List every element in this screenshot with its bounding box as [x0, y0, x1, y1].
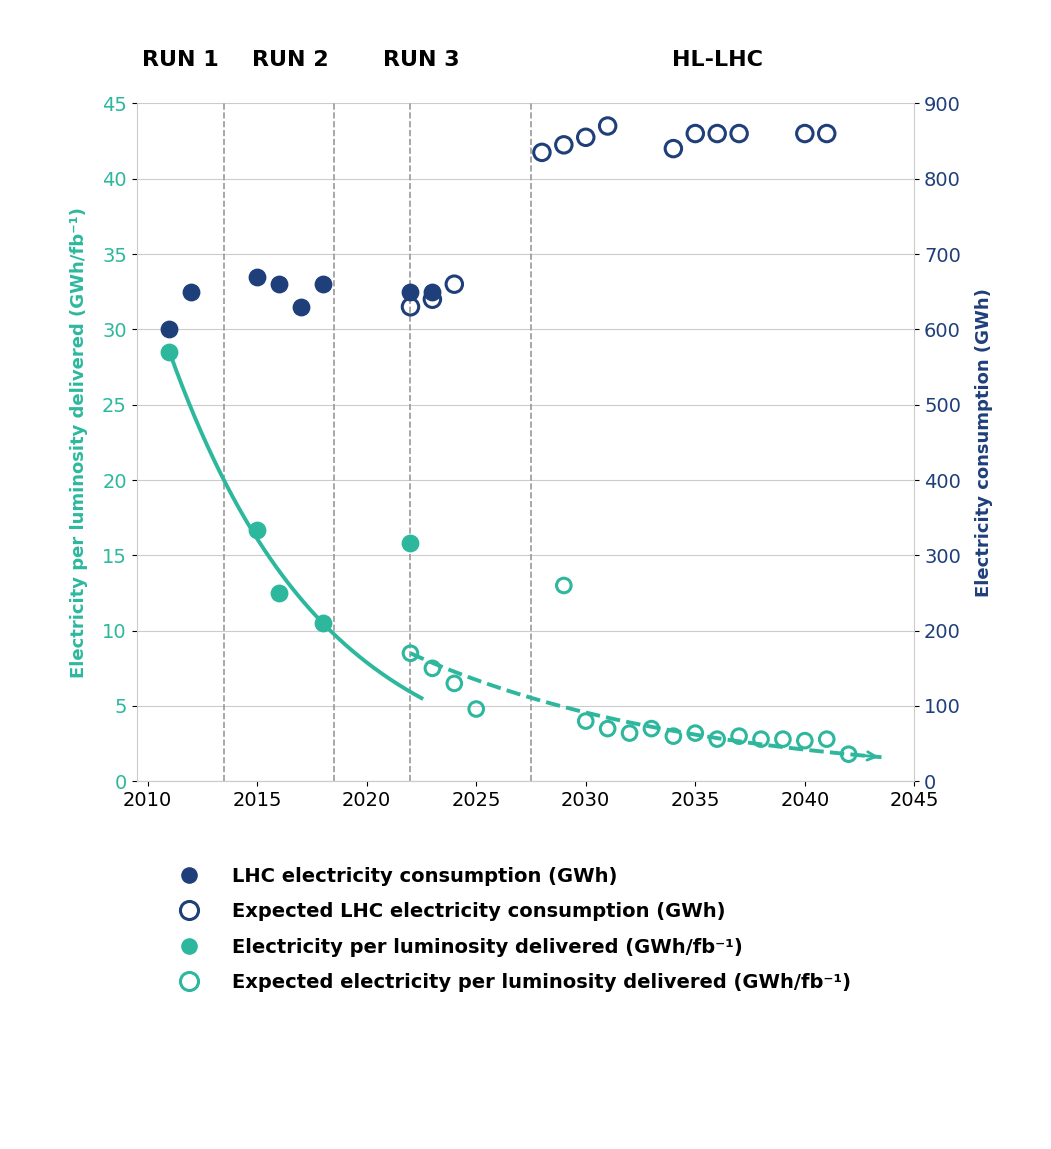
Point [534, 144, 551, 162]
Point [403, 283, 419, 301]
Point [446, 275, 462, 293]
Point [775, 730, 791, 748]
Point [753, 730, 769, 748]
Point [555, 577, 572, 595]
Point [424, 283, 440, 301]
Text: RUN 3: RUN 3 [384, 51, 459, 70]
Point [708, 124, 725, 142]
Point [424, 290, 440, 308]
Point [819, 730, 836, 748]
Legend: LHC electricity consumption (GWh), Expected LHC electricity consumption (GWh), E: LHC electricity consumption (GWh), Expec… [162, 858, 859, 1000]
Point [249, 268, 266, 286]
Point [403, 645, 419, 663]
Point [555, 136, 572, 154]
Point [665, 139, 682, 157]
Point [797, 124, 813, 142]
Point [403, 534, 419, 553]
Point [687, 724, 704, 742]
Point [424, 660, 440, 678]
Point [161, 342, 178, 361]
Point [665, 727, 682, 746]
Point [797, 732, 813, 750]
Point [249, 520, 266, 539]
Point [292, 298, 309, 316]
Point [708, 730, 725, 748]
Point [643, 719, 660, 738]
Point [161, 321, 178, 339]
Point [599, 117, 616, 136]
Text: RUN 2: RUN 2 [251, 51, 328, 70]
Text: HL-LHC: HL-LHC [672, 51, 763, 70]
Point [730, 124, 747, 142]
Point [270, 275, 287, 293]
Point [687, 124, 704, 142]
Y-axis label: Electricity consumption (GWh): Electricity consumption (GWh) [975, 288, 993, 596]
Point [621, 724, 638, 742]
Point [730, 727, 747, 746]
Point [403, 298, 419, 316]
Point [599, 719, 616, 738]
Point [840, 745, 857, 763]
Point [314, 275, 331, 293]
Point [577, 712, 594, 731]
Y-axis label: Electricity per luminosity delivered (GWh/fb⁻¹): Electricity per luminosity delivered (GW… [70, 207, 88, 678]
Point [468, 700, 485, 718]
Point [446, 674, 462, 693]
Point [314, 614, 331, 632]
Point [577, 128, 594, 146]
Point [819, 124, 836, 142]
Text: RUN 1: RUN 1 [142, 51, 219, 70]
Point [183, 283, 200, 301]
Point [270, 584, 287, 602]
